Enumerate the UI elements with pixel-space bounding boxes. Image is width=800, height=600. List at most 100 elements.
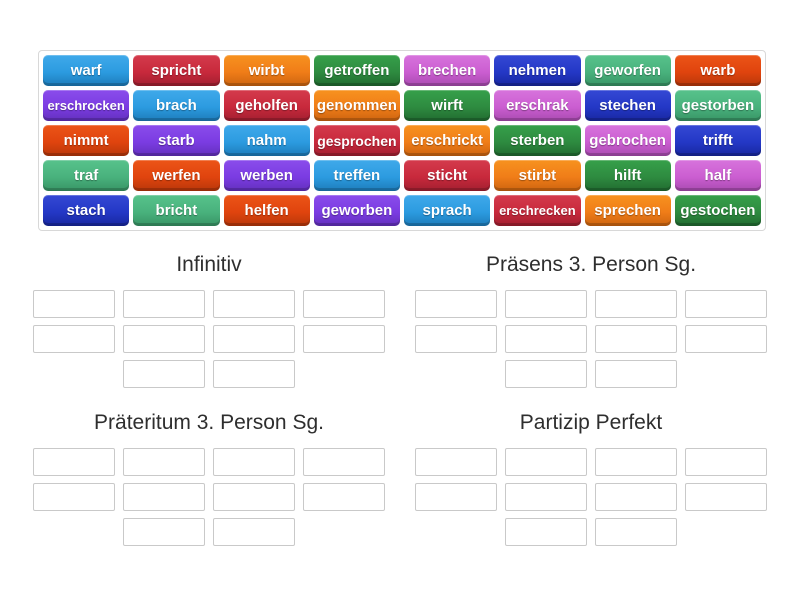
word-tile-label: sprechen xyxy=(594,202,661,219)
drop-slot[interactable] xyxy=(123,325,205,353)
drop-slot[interactable] xyxy=(123,483,205,511)
drop-slot[interactable] xyxy=(685,483,767,511)
drop-slot[interactable] xyxy=(213,290,295,318)
drop-slot[interactable] xyxy=(33,483,115,511)
word-tile-helfen[interactable]: helfen xyxy=(223,195,310,226)
word-tile-label: trifft xyxy=(702,132,733,149)
slot-row xyxy=(33,360,385,388)
word-tile-erschrecken[interactable]: erschrecken xyxy=(494,195,581,226)
word-tile-spricht[interactable]: spricht xyxy=(133,55,220,86)
word-tile-half[interactable]: half xyxy=(674,160,761,191)
drop-slot[interactable] xyxy=(123,518,205,546)
drop-slot[interactable] xyxy=(595,448,677,476)
drop-slot[interactable] xyxy=(595,483,677,511)
word-tile-stach[interactable]: stach xyxy=(43,195,130,226)
word-tile-gebrochen[interactable]: gebrochen xyxy=(584,125,671,156)
word-tile-label: half xyxy=(704,167,732,184)
word-tile-werfen[interactable]: werfen xyxy=(133,160,220,191)
word-tile-label: stirbt xyxy=(518,167,557,184)
drop-slot[interactable] xyxy=(303,448,385,476)
group-partizip-perfekt: Partizip Perfekt xyxy=(415,410,767,546)
word-tile-label: genommen xyxy=(316,97,397,114)
word-tile-geworben[interactable]: geworben xyxy=(313,195,400,226)
drop-slot[interactable] xyxy=(415,290,497,318)
word-tile-sprach[interactable]: sprach xyxy=(404,195,491,226)
word-tile-label: geworben xyxy=(321,202,393,219)
drop-slot[interactable] xyxy=(123,448,205,476)
drop-slot[interactable] xyxy=(123,290,205,318)
word-tile-werben[interactable]: werben xyxy=(223,160,310,191)
drop-slot[interactable] xyxy=(303,290,385,318)
word-tile-nehmen[interactable]: nehmen xyxy=(494,55,581,86)
word-tile-warb[interactable]: warb xyxy=(674,55,761,86)
drop-slot[interactable] xyxy=(505,518,587,546)
word-tile-label: traf xyxy=(74,167,99,184)
drop-slot[interactable] xyxy=(685,325,767,353)
drop-slot[interactable] xyxy=(213,325,295,353)
drop-slot[interactable] xyxy=(213,518,295,546)
drop-slot[interactable] xyxy=(303,325,385,353)
word-tile-gestorben[interactable]: gestorben xyxy=(674,90,761,121)
drop-slot[interactable] xyxy=(123,360,205,388)
word-tile-trifft[interactable]: trifft xyxy=(674,125,761,156)
word-tile-hilft[interactable]: hilft xyxy=(584,160,671,191)
drop-slot[interactable] xyxy=(505,325,587,353)
word-tile-label: geholfen xyxy=(235,97,298,114)
drop-slot[interactable] xyxy=(33,290,115,318)
slot-row xyxy=(415,518,767,546)
drop-slot[interactable] xyxy=(505,290,587,318)
word-tile-sticht[interactable]: sticht xyxy=(404,160,491,191)
word-tile-erschrickt[interactable]: erschrickt xyxy=(404,125,491,156)
word-tile-wirft[interactable]: wirft xyxy=(404,90,491,121)
drop-slot[interactable] xyxy=(213,483,295,511)
word-tile-geholfen[interactable]: geholfen xyxy=(223,90,310,121)
word-tile-label: gesprochen xyxy=(317,132,397,149)
drop-slot[interactable] xyxy=(685,290,767,318)
group-infinitiv: Infinitiv xyxy=(33,252,385,388)
slot-row xyxy=(33,448,385,476)
word-tile-label: erschrocken xyxy=(47,98,125,113)
drop-slot[interactable] xyxy=(595,360,677,388)
drop-slot[interactable] xyxy=(33,325,115,353)
word-tile-sprechen[interactable]: sprechen xyxy=(584,195,671,226)
drop-slot[interactable] xyxy=(595,325,677,353)
word-tile-label: starb xyxy=(158,132,195,149)
drop-slot[interactable] xyxy=(505,448,587,476)
word-tile-brach[interactable]: brach xyxy=(133,90,220,121)
word-tile-nahm[interactable]: nahm xyxy=(223,125,310,156)
word-tile-erschrocken[interactable]: erschrocken xyxy=(43,90,130,121)
drop-slot[interactable] xyxy=(415,325,497,353)
word-tile-sterben[interactable]: sterben xyxy=(494,125,581,156)
drop-slot[interactable] xyxy=(505,483,587,511)
word-tile-gestochen[interactable]: gestochen xyxy=(674,195,761,226)
drop-slot[interactable] xyxy=(415,448,497,476)
word-tile-traf[interactable]: traf xyxy=(43,160,130,191)
word-tile-erschrak[interactable]: erschrak xyxy=(494,90,581,121)
word-tile-starb[interactable]: starb xyxy=(133,125,220,156)
word-tile-wirbt[interactable]: wirbt xyxy=(223,55,310,86)
drop-slot[interactable] xyxy=(415,483,497,511)
word-tile-treffen[interactable]: treffen xyxy=(313,160,400,191)
word-tile-label: nimmt xyxy=(63,132,109,149)
drop-slot[interactable] xyxy=(213,448,295,476)
drop-slot[interactable] xyxy=(33,448,115,476)
word-tile-geworfen[interactable]: geworfen xyxy=(584,55,671,86)
drop-slot[interactable] xyxy=(505,360,587,388)
word-tile-genommen[interactable]: genommen xyxy=(313,90,400,121)
word-tile-label: nehmen xyxy=(508,62,567,79)
group-title: Präteritum 3. Person Sg. xyxy=(94,411,324,434)
drop-slot[interactable] xyxy=(303,483,385,511)
word-tile-warf[interactable]: warf xyxy=(43,55,130,86)
word-tile-brechen[interactable]: brechen xyxy=(404,55,491,86)
drop-slot[interactable] xyxy=(595,290,677,318)
drop-slot[interactable] xyxy=(213,360,295,388)
word-tile-bricht[interactable]: bricht xyxy=(133,195,220,226)
word-tile-stirbt[interactable]: stirbt xyxy=(494,160,581,191)
word-tile-getroffen[interactable]: getroffen xyxy=(313,55,400,86)
word-tile-stechen[interactable]: stechen xyxy=(584,90,671,121)
drop-slot[interactable] xyxy=(685,448,767,476)
word-tile-nimmt[interactable]: nimmt xyxy=(43,125,130,156)
word-tile-label: geworfen xyxy=(594,62,661,79)
word-tile-gesprochen[interactable]: gesprochen xyxy=(313,125,400,156)
drop-slot[interactable] xyxy=(595,518,677,546)
